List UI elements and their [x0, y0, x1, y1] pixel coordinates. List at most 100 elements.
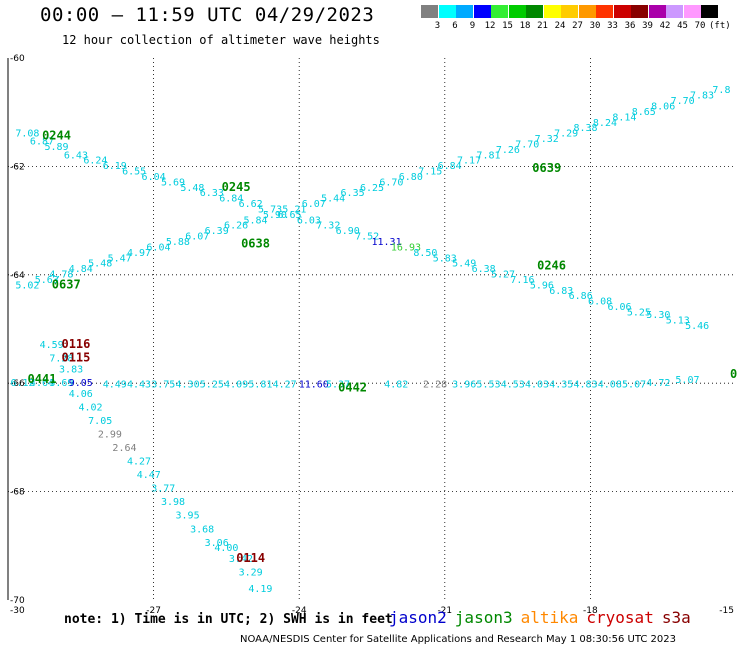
wave-height-point: 6.24 — [83, 156, 107, 167]
wave-height-point: 5.48 — [88, 259, 112, 270]
wave-height-point: 5.44 — [321, 194, 345, 205]
wave-height-point: 2.99 — [98, 429, 122, 440]
wave-height-point: 4.78 — [49, 270, 73, 281]
wave-height-point: 7.08 — [15, 129, 39, 140]
wave-height-point: 5.21 — [282, 204, 306, 215]
wave-height-point: 4.47 — [137, 470, 161, 481]
color-scale-swatch — [456, 5, 473, 18]
wave-height-point: 7.8 — [712, 85, 730, 96]
wave-height-point: 6.62 — [239, 199, 263, 210]
color-scale-swatch — [613, 5, 631, 18]
wave-height-point: 8.24 — [593, 118, 617, 129]
wave-height-point: 3.75 — [151, 380, 175, 391]
pass-time-label: 0244 — [42, 128, 71, 142]
wave-height-point: 8.06 — [651, 101, 675, 112]
wave-height-point: 4.00 — [214, 543, 238, 554]
wave-height-point: 7.17 — [457, 156, 481, 167]
wave-height-point: 6.19 — [103, 161, 127, 172]
pass-time-label: 0246 — [537, 258, 566, 272]
pass-time-label: 0441 — [28, 372, 57, 386]
y-tick-label: -62 — [10, 162, 25, 172]
wave-height-point: 7.26 — [496, 145, 520, 156]
color-scale-swatch — [491, 5, 508, 18]
wave-height-point: 8.38 — [573, 123, 597, 134]
wave-height-point: 4.30 — [176, 380, 200, 391]
wave-height-point: 2.64 — [112, 443, 136, 454]
pass-time-label: 0638 — [241, 237, 270, 251]
color-scale-swatch — [473, 5, 491, 18]
color-scale-swatch — [631, 5, 648, 18]
wave-height-point: 6.08 — [588, 297, 612, 308]
wave-height-point: 6.07 — [302, 199, 326, 210]
wave-height-point: 5.90 — [263, 210, 287, 221]
color-scale-swatch — [543, 5, 561, 18]
wave-height-point: 5.89 — [44, 142, 68, 153]
wave-height-point: 6.06 — [607, 302, 631, 313]
wave-height-point: 5.07 — [675, 375, 699, 386]
wave-height-point: 8.65 — [632, 107, 656, 118]
wave-height-point: 16.93 — [391, 242, 421, 253]
color-scale-label: 6 — [452, 21, 458, 31]
wave-height-point: 6.83 — [549, 286, 573, 297]
wave-height-point: 4.06 — [69, 389, 93, 400]
wave-height-point: 4.53 — [501, 380, 525, 391]
wave-height-point: 5.02 — [15, 280, 39, 291]
color-scale-swatch — [561, 5, 578, 18]
wave-height-point: 3.83 — [59, 364, 83, 375]
wave-height-point: 6.35 — [341, 188, 365, 199]
x-tick-label: -18 — [583, 606, 598, 616]
wave-height-point: 5.49 — [452, 259, 476, 270]
wave-height-point: 7.83 — [690, 91, 714, 102]
color-scale-swatch — [596, 5, 613, 18]
color-scale-label: 3 — [434, 21, 441, 31]
wave-height-point: 6.55 — [122, 167, 146, 178]
color-scale-swatch — [578, 5, 596, 18]
wave-height-point: 4.97 — [127, 248, 151, 259]
color-scale-label: 21 — [537, 21, 548, 31]
wave-height-point: 5.47 — [108, 253, 132, 264]
page-title: 00:00 – 11:59 UTC 04/29/2023 — [40, 4, 375, 26]
wave-height-point: 6.70 — [379, 177, 403, 188]
color-scale-label: 9 — [469, 21, 476, 31]
pass-time-label: 0442 — [338, 380, 367, 394]
x-tick-label: -21 — [437, 606, 452, 616]
color-scale-label: 33 — [607, 21, 618, 31]
wave-height-point: 3.69 — [49, 378, 73, 389]
legend-entry: cryosat — [586, 608, 654, 627]
wave-height-point: 6.26 — [224, 221, 248, 232]
x-tick-label: -15 — [719, 606, 734, 616]
y-tick-label: -60 — [10, 54, 25, 64]
wave-height-point: 5.83 — [433, 253, 457, 264]
wave-height-point: 4.83 — [573, 380, 597, 391]
wave-height-point: 5.63 — [35, 275, 59, 286]
wave-height-point: 4.35 — [549, 380, 573, 391]
wave-height-point: 2.28 — [423, 380, 447, 391]
color-scale-label: 30 — [589, 21, 601, 31]
wave-height-point: 5.53 — [476, 380, 500, 391]
wave-height-point: 5.27 — [491, 270, 515, 281]
pass-time-label: 0 — [730, 367, 737, 381]
wave-height-point: 4.84 — [69, 264, 93, 275]
wave-height-point: 4.08 — [598, 380, 622, 391]
wave-height-point: 7.29 — [554, 129, 578, 140]
wave-height-point: 4.19 — [248, 584, 272, 595]
color-scale-swatch — [701, 5, 718, 18]
y-tick-label: -64 — [10, 271, 25, 281]
legend-entry: s3a — [661, 608, 691, 627]
y-tick-label: -66 — [10, 379, 25, 389]
wave-height-point: 6.39 — [205, 226, 229, 237]
color-scale-swatch — [526, 5, 543, 18]
wave-height-point: 7.32 — [316, 221, 340, 232]
wave-height-point: 6.03 — [297, 215, 321, 226]
wave-height-point: 6.04 — [146, 242, 170, 253]
color-scale-label: 70 — [694, 21, 706, 31]
wave-height-point: 7.70 — [515, 139, 539, 150]
color-scale-label: 27 — [572, 21, 583, 31]
color-scale-label: 39 — [642, 21, 653, 31]
wave-height-point: 7.81 — [476, 150, 500, 161]
color-scale-label: 18 — [519, 21, 531, 31]
wave-height-point: 4.02 — [78, 402, 102, 413]
wave-height-point: 6.86 — [569, 291, 593, 302]
wave-height-point: 9.05 — [69, 378, 93, 389]
